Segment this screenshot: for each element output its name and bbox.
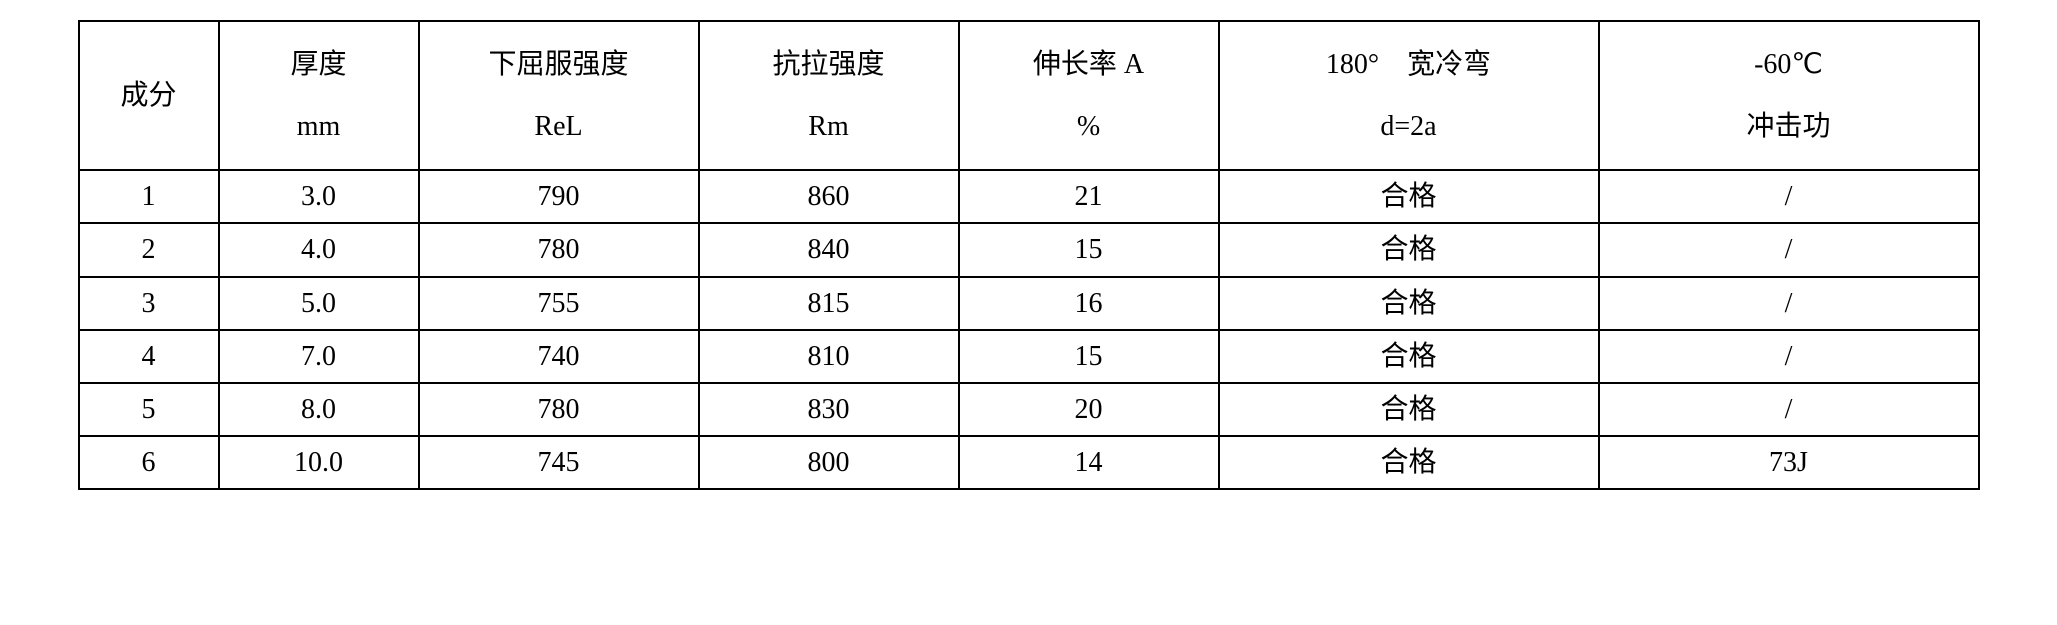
- cell-thickness: 10.0: [219, 436, 419, 489]
- cell-composition: 3: [79, 277, 219, 330]
- cell-yield-strength: 790: [419, 170, 699, 223]
- header-unit: Rm: [708, 96, 950, 158]
- table-body: 1 3.0 790 860 21 合格 / 2 4.0 780 840 15 合…: [79, 170, 1979, 489]
- cell-thickness: 5.0: [219, 277, 419, 330]
- cell-thickness: 4.0: [219, 223, 419, 276]
- cell-impact-energy: /: [1599, 383, 1979, 436]
- cell-yield-strength: 755: [419, 277, 699, 330]
- cell-yield-strength: 780: [419, 383, 699, 436]
- cell-cold-bend: 合格: [1219, 277, 1599, 330]
- table-row: 4 7.0 740 810 15 合格 /: [79, 330, 1979, 383]
- cell-impact-energy: 73J: [1599, 436, 1979, 489]
- header-cell-yield-strength: 下屈服强度 ReL: [419, 21, 699, 170]
- table-row: 5 8.0 780 830 20 合格 /: [79, 383, 1979, 436]
- cell-elongation: 15: [959, 330, 1219, 383]
- cell-composition: 4: [79, 330, 219, 383]
- cell-cold-bend: 合格: [1219, 223, 1599, 276]
- table-row: 1 3.0 790 860 21 合格 /: [79, 170, 1979, 223]
- cell-tensile-strength: 815: [699, 277, 959, 330]
- cell-yield-strength: 740: [419, 330, 699, 383]
- cell-cold-bend: 合格: [1219, 383, 1599, 436]
- header-label: 成分: [88, 65, 210, 127]
- cell-yield-strength: 745: [419, 436, 699, 489]
- cell-cold-bend: 合格: [1219, 330, 1599, 383]
- cell-tensile-strength: 840: [699, 223, 959, 276]
- header-cell-composition: 成分: [79, 21, 219, 170]
- header-unit: %: [968, 96, 1210, 158]
- header-unit: mm: [228, 96, 410, 158]
- cell-impact-energy: /: [1599, 223, 1979, 276]
- cell-impact-energy: /: [1599, 330, 1979, 383]
- header-cell-cold-bend: 180° 宽冷弯 d=2a: [1219, 21, 1599, 170]
- cell-elongation: 20: [959, 383, 1219, 436]
- header-label: 下屈服强度: [428, 34, 690, 96]
- cell-tensile-strength: 860: [699, 170, 959, 223]
- cell-tensile-strength: 800: [699, 436, 959, 489]
- header-label: 伸长率 A: [968, 34, 1210, 96]
- header-label: 厚度: [228, 34, 410, 96]
- cell-tensile-strength: 810: [699, 330, 959, 383]
- cell-thickness: 8.0: [219, 383, 419, 436]
- header-unit: ReL: [428, 96, 690, 158]
- table-header: 成分 厚度 mm 下屈服强度 ReL 抗拉强度 Rm 伸长率 A % 180° …: [79, 21, 1979, 170]
- cell-elongation: 16: [959, 277, 1219, 330]
- cell-elongation: 21: [959, 170, 1219, 223]
- header-cell-thickness: 厚度 mm: [219, 21, 419, 170]
- cell-cold-bend: 合格: [1219, 436, 1599, 489]
- header-label: -60℃: [1608, 34, 1970, 96]
- cell-thickness: 7.0: [219, 330, 419, 383]
- cell-composition: 1: [79, 170, 219, 223]
- header-label: 180° 宽冷弯: [1228, 34, 1590, 96]
- cell-elongation: 14: [959, 436, 1219, 489]
- cell-composition: 5: [79, 383, 219, 436]
- cell-impact-energy: /: [1599, 277, 1979, 330]
- cell-composition: 2: [79, 223, 219, 276]
- table-row: 2 4.0 780 840 15 合格 /: [79, 223, 1979, 276]
- header-unit: d=2a: [1228, 96, 1590, 158]
- table-row: 3 5.0 755 815 16 合格 /: [79, 277, 1979, 330]
- cell-impact-energy: /: [1599, 170, 1979, 223]
- header-cell-tensile-strength: 抗拉强度 Rm: [699, 21, 959, 170]
- data-table: 成分 厚度 mm 下屈服强度 ReL 抗拉强度 Rm 伸长率 A % 180° …: [78, 20, 1980, 490]
- cell-tensile-strength: 830: [699, 383, 959, 436]
- cell-cold-bend: 合格: [1219, 170, 1599, 223]
- header-unit: 冲击功: [1608, 96, 1970, 158]
- cell-composition: 6: [79, 436, 219, 489]
- header-cell-impact-energy: -60℃ 冲击功: [1599, 21, 1979, 170]
- cell-elongation: 15: [959, 223, 1219, 276]
- cell-yield-strength: 780: [419, 223, 699, 276]
- header-label: 抗拉强度: [708, 34, 950, 96]
- header-cell-elongation: 伸长率 A %: [959, 21, 1219, 170]
- table-row: 6 10.0 745 800 14 合格 73J: [79, 436, 1979, 489]
- header-row: 成分 厚度 mm 下屈服强度 ReL 抗拉强度 Rm 伸长率 A % 180° …: [79, 21, 1979, 170]
- cell-thickness: 3.0: [219, 170, 419, 223]
